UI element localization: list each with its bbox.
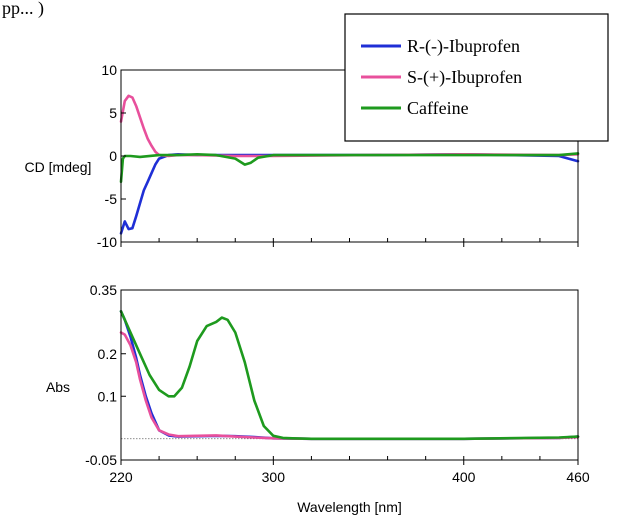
- y-tick-label: 0.35: [90, 282, 117, 298]
- legend-label-r-ibuprofen: R-(-)-Ibuprofen: [407, 36, 520, 57]
- y-tick-label: -10: [97, 234, 117, 250]
- series-line-r-ibuprofen: [119, 153, 580, 235]
- y-axis-title: Abs: [46, 379, 70, 395]
- x-axis-title: Wavelength [nm]: [297, 499, 402, 515]
- legend-label-caffeine: Caffeine: [407, 98, 469, 118]
- x-tick-label: 300: [262, 469, 286, 485]
- y-tick-label: 0: [109, 148, 117, 164]
- y-tick-label: -5: [105, 191, 118, 207]
- y-tick-label: 0.2: [98, 346, 118, 362]
- legend: R-(-)-Ibuprofen S-(+)-Ibuprofen Caffeine: [344, 13, 609, 142]
- series-line-r-ibuprofen: [119, 310, 580, 441]
- cd-panel: 10 5 0 -5 -10 CD [mdeg]: [25, 62, 580, 250]
- series-line-s-ibuprofen: [119, 331, 580, 441]
- plot-frame: [120, 289, 579, 461]
- y-tick-label: -0.05: [85, 452, 117, 468]
- x-tick-label: 220: [109, 469, 133, 485]
- x-tick-label: 400: [452, 469, 476, 485]
- y-tick-label: 0.1: [98, 388, 118, 404]
- series-line-caffeine: [119, 152, 580, 184]
- y-axis-title: CD [mdeg]: [25, 159, 92, 175]
- partial-caption: pp... ): [2, 0, 44, 19]
- x-tick-label: 460: [566, 469, 590, 485]
- y-tick-label: 10: [101, 62, 117, 78]
- legend-label-s-ibuprofen: S-(+)-Ibuprofen: [407, 67, 522, 88]
- y-tick-label: 5: [109, 105, 117, 121]
- series-line-caffeine: [119, 310, 580, 441]
